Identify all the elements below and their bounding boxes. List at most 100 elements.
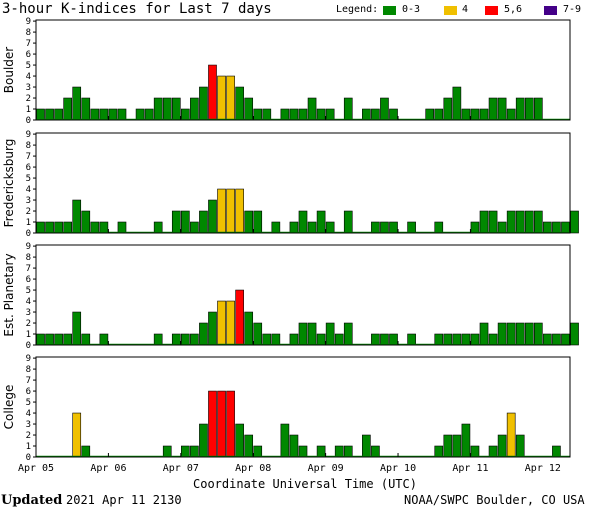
k-index-bar [253, 210, 263, 234]
k-index-bar [244, 434, 254, 458]
k-index-bar [316, 210, 326, 234]
k-index-bar [72, 412, 82, 458]
y-tick-label: 2 [26, 207, 31, 217]
y-tick-label: 3 [26, 83, 31, 93]
k-index-bar [561, 221, 570, 234]
x-tick-label: Apr 12 [525, 463, 561, 474]
station-label: Fredericksburg [2, 139, 16, 228]
k-index-bar [371, 108, 380, 121]
x-tick-label: Apr 06 [90, 463, 126, 474]
k-index-bar [262, 333, 272, 346]
k-index-bar [253, 322, 263, 346]
k-index-bar [316, 108, 326, 121]
y-tick-label: 5 [26, 286, 31, 296]
y-tick-label: 4 [26, 297, 31, 307]
k-index-bar [90, 221, 100, 234]
y-tick-label: 9 [26, 17, 31, 27]
k-index-bar [506, 108, 516, 121]
k-index-bar [217, 75, 226, 121]
k-index-bar [434, 221, 444, 234]
y-tick-label: 3 [26, 420, 31, 430]
k-index-bar [162, 97, 172, 121]
k-index-bar [452, 333, 462, 346]
k-index-bar [506, 412, 516, 458]
k-index-bar [144, 108, 154, 121]
k-index-bar [262, 108, 272, 121]
k-index-bar [217, 188, 226, 234]
k-index-bar [371, 445, 380, 458]
y-tick-label: 1 [26, 218, 31, 228]
k-index-bar [362, 434, 371, 458]
k-index-bar [515, 210, 525, 234]
k-index-bar [389, 221, 398, 234]
k-index-bar [181, 333, 190, 346]
k-index-bar [171, 333, 181, 346]
k-index-bar [488, 445, 498, 458]
k-index-bar [506, 210, 516, 234]
legend-swatch-3 [544, 6, 557, 15]
panel-frame [35, 132, 571, 234]
k-index-bar [470, 221, 480, 234]
x-tick-label: Apr 09 [308, 463, 344, 474]
x-axis-label: Coordinate Universal Time (UTC) [193, 477, 417, 491]
k-index-bar [524, 210, 534, 234]
k-index-bar [343, 445, 353, 458]
k-index-bar [45, 333, 54, 346]
k-index-bar [81, 333, 91, 346]
k-index-bar [479, 322, 489, 346]
k-index-bar [434, 445, 444, 458]
k-index-bar [199, 210, 208, 234]
k-index-bar [217, 300, 226, 346]
k-index-bar [298, 210, 308, 234]
k-index-bar [54, 221, 63, 234]
k-index-bar [208, 64, 217, 121]
k-index-bar [334, 445, 344, 458]
y-tick-label: 4 [26, 72, 31, 82]
k-index-bar [552, 333, 561, 346]
k-index-bar [289, 434, 299, 458]
k-index-bar [280, 108, 290, 121]
k-index-bar [63, 333, 73, 346]
k-index-bar [497, 322, 507, 346]
k-index-bar [434, 108, 444, 121]
k-index-bar [99, 221, 109, 234]
k-index-bar [153, 221, 163, 234]
updated-timestamp: 2021 Apr 11 2130 [66, 493, 182, 507]
legend-label-0-3: 0-3 [402, 4, 421, 15]
k-index-bar [497, 434, 507, 458]
k-index-bar [506, 322, 516, 346]
k-index-bar [190, 445, 199, 458]
k-index-bar [208, 199, 217, 234]
y-tick-label: 6 [26, 275, 31, 285]
k-index-bar [235, 86, 244, 121]
chart-title: 3-hour K-indices for Last 7 days [2, 1, 272, 17]
y-tick-label: 0 [26, 229, 31, 239]
k-index-bar [235, 423, 244, 458]
k-index-bar [561, 333, 570, 346]
k-index-bar [470, 445, 480, 458]
y-tick-label: 8 [26, 141, 31, 151]
k-index-bar [362, 108, 371, 121]
legend-label-7-9: 7-9 [563, 4, 582, 15]
y-tick-label: 4 [26, 185, 31, 195]
k-index-bar [253, 108, 263, 121]
k-index-bar [407, 221, 416, 234]
k-index-bar [171, 97, 181, 121]
y-tick-label: 1 [26, 442, 31, 452]
k-index-bar [244, 311, 254, 346]
y-tick-label: 9 [26, 242, 31, 252]
k-index-bar [552, 445, 561, 458]
y-tick-label: 3 [26, 308, 31, 318]
k-index-bar [461, 333, 471, 346]
k-index-bar [307, 97, 317, 121]
k-index-bar [199, 86, 208, 121]
legend-swatch-0 [383, 6, 396, 15]
y-tick-label: 2 [26, 94, 31, 104]
k-index-bar [515, 434, 525, 458]
k-index-bar [533, 210, 543, 234]
y-tick-label: 7 [26, 39, 31, 49]
y-tick-label: 4 [26, 409, 31, 419]
panel-frame [35, 244, 571, 346]
k-index-bar [316, 333, 326, 346]
k-index-bar [153, 97, 163, 121]
